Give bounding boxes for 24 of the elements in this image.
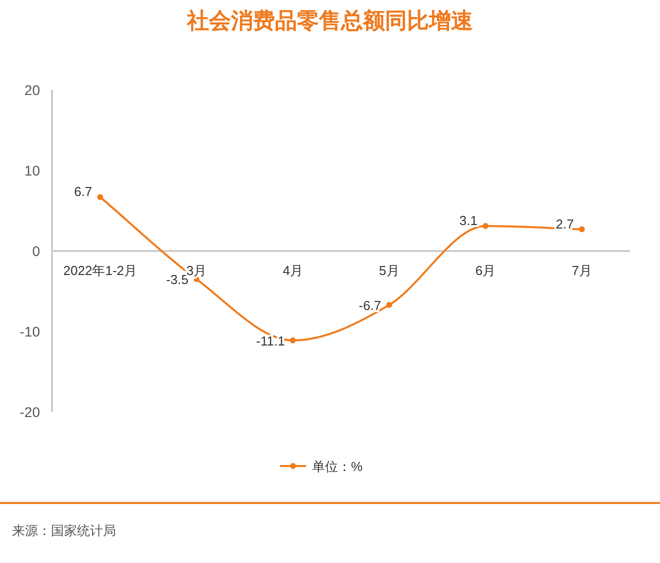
- y-tick-label: 20: [24, 82, 40, 98]
- y-tick-label: -20: [20, 404, 40, 420]
- data-label: -3.5: [166, 272, 188, 288]
- x-tick-label: 2022年1-2月: [63, 263, 138, 278]
- data-label: 2.7: [556, 216, 574, 232]
- y-tick-label: 10: [24, 162, 40, 178]
- x-tick-label: 6月: [475, 263, 496, 278]
- x-tick-label: 7月: [572, 263, 592, 278]
- chart-title: 社会消费品零售总额同比增速: [186, 8, 473, 33]
- x-tick-label: 4月: [282, 263, 303, 278]
- point: [482, 223, 488, 230]
- x-tick-label: 5月: [379, 263, 400, 278]
- data-label: 6.7: [74, 184, 92, 200]
- point: [290, 337, 296, 344]
- data-label: -6.7: [358, 298, 382, 313]
- point: [386, 302, 392, 308]
- y-tick-label: 0: [32, 243, 40, 259]
- legend-label: 单位：%: [312, 459, 363, 474]
- source-note: 来源：国家统计局: [12, 523, 116, 538]
- point: [578, 226, 585, 232]
- point: [97, 194, 104, 200]
- y-tick-label: -10: [20, 324, 40, 340]
- data-label: -11.1: [256, 333, 285, 348]
- data-label: 3.1: [459, 213, 478, 228]
